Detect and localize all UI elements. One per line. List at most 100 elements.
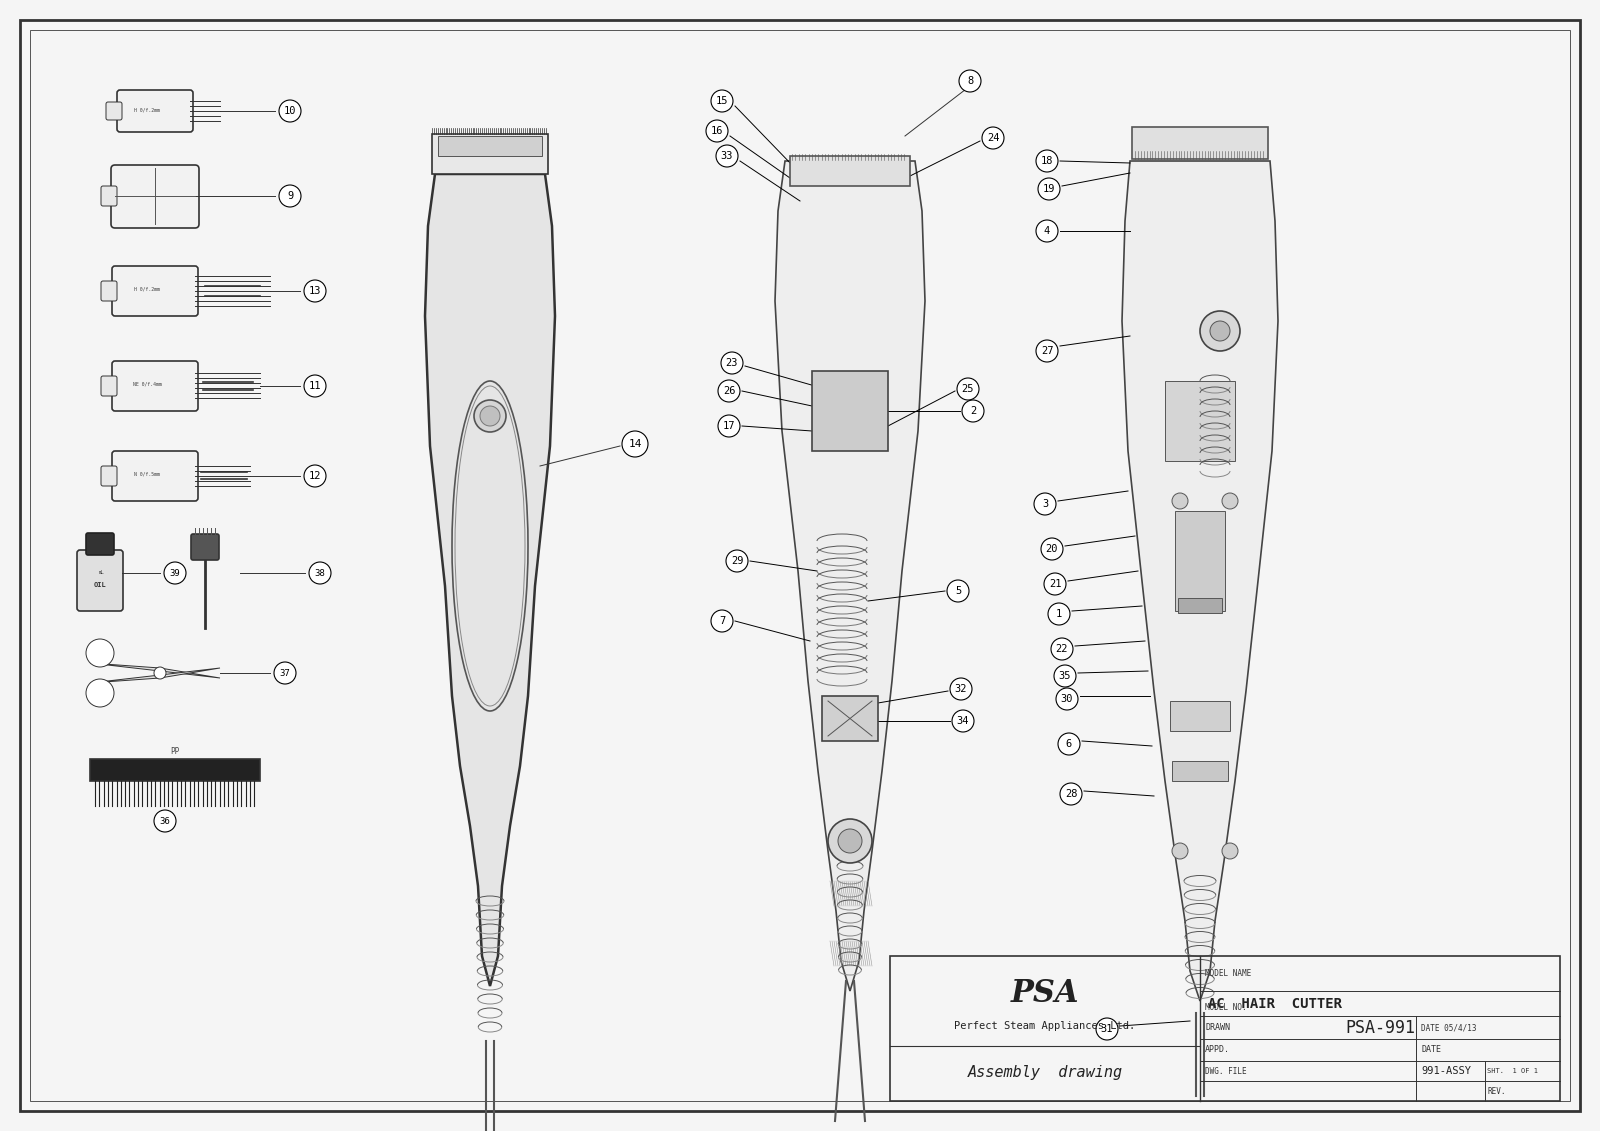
Text: 7: 7 [718, 616, 725, 625]
Text: Perfect Steam Appliances Ltd.: Perfect Steam Appliances Ltd. [954, 1021, 1136, 1031]
Polygon shape [774, 161, 925, 991]
Circle shape [710, 610, 733, 632]
FancyBboxPatch shape [112, 451, 198, 501]
Circle shape [1042, 538, 1062, 560]
Circle shape [274, 662, 296, 684]
Circle shape [718, 380, 739, 402]
Text: 32: 32 [955, 684, 968, 694]
Circle shape [1210, 321, 1230, 342]
Text: 991-ASSY: 991-ASSY [1421, 1067, 1470, 1076]
FancyBboxPatch shape [77, 550, 123, 611]
Text: 26: 26 [723, 386, 736, 396]
Text: 8: 8 [966, 76, 973, 86]
Text: REV.: REV. [1486, 1087, 1506, 1096]
Circle shape [1059, 783, 1082, 805]
Text: 22: 22 [1056, 644, 1069, 654]
Circle shape [829, 819, 872, 863]
Circle shape [480, 406, 499, 426]
Circle shape [304, 465, 326, 487]
Text: PP: PP [170, 746, 179, 756]
FancyBboxPatch shape [190, 534, 219, 560]
Circle shape [722, 352, 742, 374]
Text: NE 0/f.4mm: NE 0/f.4mm [133, 381, 162, 387]
Circle shape [154, 810, 176, 832]
Text: MODEL NAME: MODEL NAME [1205, 969, 1251, 978]
Text: 28: 28 [1064, 789, 1077, 798]
Text: 34: 34 [957, 716, 970, 726]
Polygon shape [426, 174, 555, 986]
Text: H 0/f.2mm: H 0/f.2mm [134, 107, 160, 112]
Circle shape [726, 550, 749, 572]
Text: mL: mL [99, 570, 106, 576]
Text: SHT.  1 OF 1: SHT. 1 OF 1 [1486, 1068, 1538, 1074]
Text: 14: 14 [629, 439, 642, 449]
Text: DRAWN: DRAWN [1205, 1024, 1230, 1033]
Text: 10: 10 [283, 106, 296, 116]
Circle shape [1200, 311, 1240, 351]
FancyBboxPatch shape [101, 466, 117, 486]
Text: 15: 15 [715, 96, 728, 106]
Circle shape [622, 431, 648, 457]
Polygon shape [1122, 161, 1278, 1001]
Text: 9: 9 [286, 191, 293, 201]
Circle shape [86, 679, 114, 707]
Text: 39: 39 [170, 569, 181, 578]
Circle shape [1034, 493, 1056, 515]
Text: 17: 17 [723, 421, 736, 431]
Circle shape [474, 400, 506, 432]
Circle shape [278, 185, 301, 207]
Text: 3: 3 [1042, 499, 1048, 509]
Circle shape [1051, 638, 1074, 661]
Text: PSA-991: PSA-991 [1346, 1019, 1414, 1037]
Text: H 0/f.2mm: H 0/f.2mm [134, 286, 160, 292]
Bar [90, 759, 259, 782]
Circle shape [950, 677, 973, 700]
Text: APPD.: APPD. [1205, 1045, 1230, 1054]
Bar [1174, 511, 1226, 611]
Text: 6: 6 [1066, 739, 1072, 749]
Circle shape [706, 120, 728, 143]
Text: DWG. FILE: DWG. FILE [1205, 1067, 1246, 1076]
Bar [1171, 761, 1229, 782]
Text: 36: 36 [160, 817, 170, 826]
Bar [1170, 701, 1230, 731]
Text: DATE: DATE [1421, 1045, 1442, 1054]
Text: DATE 05/4/13: DATE 05/4/13 [1421, 1024, 1477, 1033]
FancyBboxPatch shape [117, 90, 194, 132]
Text: 2: 2 [970, 406, 976, 416]
Circle shape [165, 562, 186, 584]
Circle shape [1038, 178, 1059, 200]
FancyBboxPatch shape [112, 266, 198, 316]
Circle shape [1096, 1018, 1118, 1041]
Bar [1178, 598, 1222, 613]
Circle shape [838, 829, 862, 853]
Text: 37: 37 [280, 668, 290, 677]
Bar [1165, 381, 1235, 461]
Circle shape [1171, 493, 1187, 509]
Text: 11: 11 [309, 381, 322, 391]
Text: 31: 31 [1101, 1024, 1114, 1034]
Circle shape [1054, 665, 1075, 687]
Text: N 0/f.5mm: N 0/f.5mm [134, 472, 160, 476]
FancyBboxPatch shape [106, 102, 122, 120]
Text: OIL: OIL [94, 582, 106, 588]
Text: 25: 25 [962, 385, 974, 394]
Text: AC  HAIR  CUTTER: AC HAIR CUTTER [1208, 998, 1342, 1011]
Bar [438, 136, 542, 156]
Polygon shape [90, 663, 221, 677]
Circle shape [1037, 150, 1058, 172]
Circle shape [1043, 573, 1066, 595]
Circle shape [154, 667, 166, 679]
Circle shape [1037, 340, 1058, 362]
FancyBboxPatch shape [101, 375, 117, 396]
Text: 29: 29 [731, 556, 744, 566]
FancyBboxPatch shape [101, 280, 117, 301]
Bar [890, 956, 1560, 1100]
Text: Assembly  drawing: Assembly drawing [968, 1065, 1123, 1080]
Text: MODEL NO.: MODEL NO. [1205, 1003, 1246, 1012]
FancyBboxPatch shape [101, 185, 117, 206]
Circle shape [1056, 688, 1078, 710]
Circle shape [952, 710, 974, 732]
Text: 5: 5 [955, 586, 962, 596]
Circle shape [86, 639, 114, 667]
